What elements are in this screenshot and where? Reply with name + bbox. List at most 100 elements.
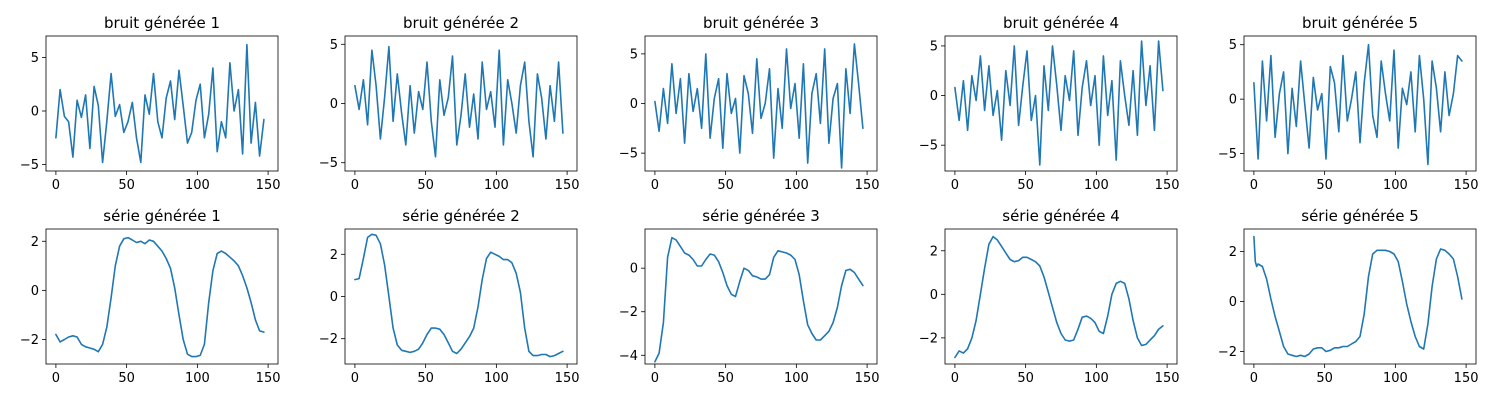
series-line [1253,235,1463,358]
subplot-1: bruit générée 1 0 50 100 150 −5 0 5 [20,14,281,193]
y-tick-label: −2 [20,333,39,348]
axes-frame [1243,35,1477,172]
x-tick-label: 150 [855,371,880,386]
subplot-6: série générée 1 0 50 100 150 −2 0 2 [20,207,281,386]
x-tick-label: 150 [855,178,880,193]
subplot-5: bruit générée 5 0 50 100 150 −5 0 5 [1218,14,1479,193]
axes-frame [944,35,1178,172]
subplot-9: série générée 4 0 50 100 150 −2 0 2 [919,207,1180,386]
x-tick-label: 100 [185,371,210,386]
series-line [1253,43,1463,166]
subplot-4: bruit générée 4 0 50 100 150 −5 0 5 [919,14,1180,193]
subplot-3: bruit générée 3 0 50 100 150 −5 0 5 [619,14,880,193]
x-tick-label: 100 [1383,178,1408,193]
x-tick-label: 150 [1454,371,1479,386]
subplot-2: bruit générée 2 0 50 100 150 −5 0 5 [319,14,580,193]
y-tick-label: 5 [31,51,39,66]
subplot-7: série générée 2 0 50 100 150 −2 0 2 [319,207,580,386]
x-tick-label: 100 [484,371,509,386]
x-tick-label: 50 [118,178,135,193]
x-tick-label: 0 [351,371,359,386]
series-line [55,43,265,164]
x-tick-label: 50 [118,371,135,386]
subplot-title: bruit générée 4 [1003,14,1119,32]
y-tick-label: 2 [31,235,39,250]
x-tick-label: 0 [52,178,60,193]
x-tick-label: 0 [52,371,60,386]
series-line [954,235,1164,359]
series-line [354,233,564,358]
y-tick-label: 2 [1229,245,1237,260]
y-tick-label: 0 [930,288,938,303]
x-tick-label: 100 [1084,178,1109,193]
x-tick-label: 0 [651,371,659,386]
x-tick-label: 150 [555,371,580,386]
x-tick-label: 0 [1250,371,1258,386]
y-tick-label: 2 [330,248,338,263]
y-tick-label: −2 [619,305,638,320]
x-tick-label: 150 [1155,178,1180,193]
y-tick-label: 5 [330,38,338,53]
y-tick-label: 5 [630,47,638,62]
x-tick-label: 50 [717,371,734,386]
axes-frame [644,228,878,365]
subplot-title: série générée 2 [402,207,519,225]
series-line [654,236,864,363]
x-tick-label: 50 [717,178,734,193]
x-tick-label: 150 [555,178,580,193]
y-tick-label: −5 [319,156,338,171]
x-tick-label: 100 [784,371,809,386]
y-tick-label: −2 [319,332,338,347]
series-line [354,45,564,158]
y-tick-label: 0 [330,97,338,112]
y-tick-label: 5 [1229,38,1237,53]
x-tick-label: 0 [951,371,959,386]
y-tick-label: −5 [919,139,938,154]
y-tick-label: −2 [919,331,938,346]
subplot-title: bruit générée 2 [403,14,519,32]
axes-frame [1243,228,1477,365]
axes-frame [944,228,1178,365]
axes-frame [45,228,279,365]
y-tick-label: −4 [619,349,638,364]
subplot-title: série générée 4 [1002,207,1119,225]
x-tick-label: 50 [417,371,434,386]
x-tick-label: 0 [951,178,959,193]
x-tick-label: 150 [256,178,281,193]
x-tick-label: 50 [417,178,434,193]
subplot-title: série générée 3 [702,207,819,225]
series-line [654,43,864,169]
y-tick-label: 0 [630,97,638,112]
x-tick-label: 0 [351,178,359,193]
y-tick-label: −5 [20,158,39,173]
subplot-title: série générée 1 [103,207,220,225]
x-tick-label: 50 [1017,178,1034,193]
y-tick-label: 5 [930,39,938,54]
y-tick-label: 0 [1229,295,1237,310]
x-tick-label: 0 [1250,178,1258,193]
x-tick-label: 50 [1316,178,1333,193]
subplot-title: bruit générée 1 [104,14,220,32]
subplot-title: bruit générée 5 [1302,14,1418,32]
x-tick-label: 0 [651,178,659,193]
y-tick-label: 0 [930,89,938,104]
x-tick-label: 100 [784,178,809,193]
subplot-title: bruit générée 3 [703,14,819,32]
y-tick-label: 0 [31,284,39,299]
x-tick-label: 150 [1155,371,1180,386]
series-line [954,40,1164,166]
y-tick-label: 0 [31,105,39,120]
y-tick-label: 2 [930,244,938,259]
x-tick-label: 100 [484,178,509,193]
subplot-8: série générée 3 0 50 100 150 −4 −2 0 [619,207,880,386]
subplot-10: série générée 5 0 50 100 150 −2 0 2 [1218,207,1479,386]
y-tick-label: −5 [1218,147,1237,162]
x-tick-label: 50 [1316,371,1333,386]
x-tick-label: 100 [1383,371,1408,386]
axes-frame [344,228,578,365]
y-tick-label: −5 [619,147,638,162]
subplot-title: série générée 5 [1301,207,1418,225]
x-tick-label: 100 [185,178,210,193]
x-tick-label: 50 [1017,371,1034,386]
